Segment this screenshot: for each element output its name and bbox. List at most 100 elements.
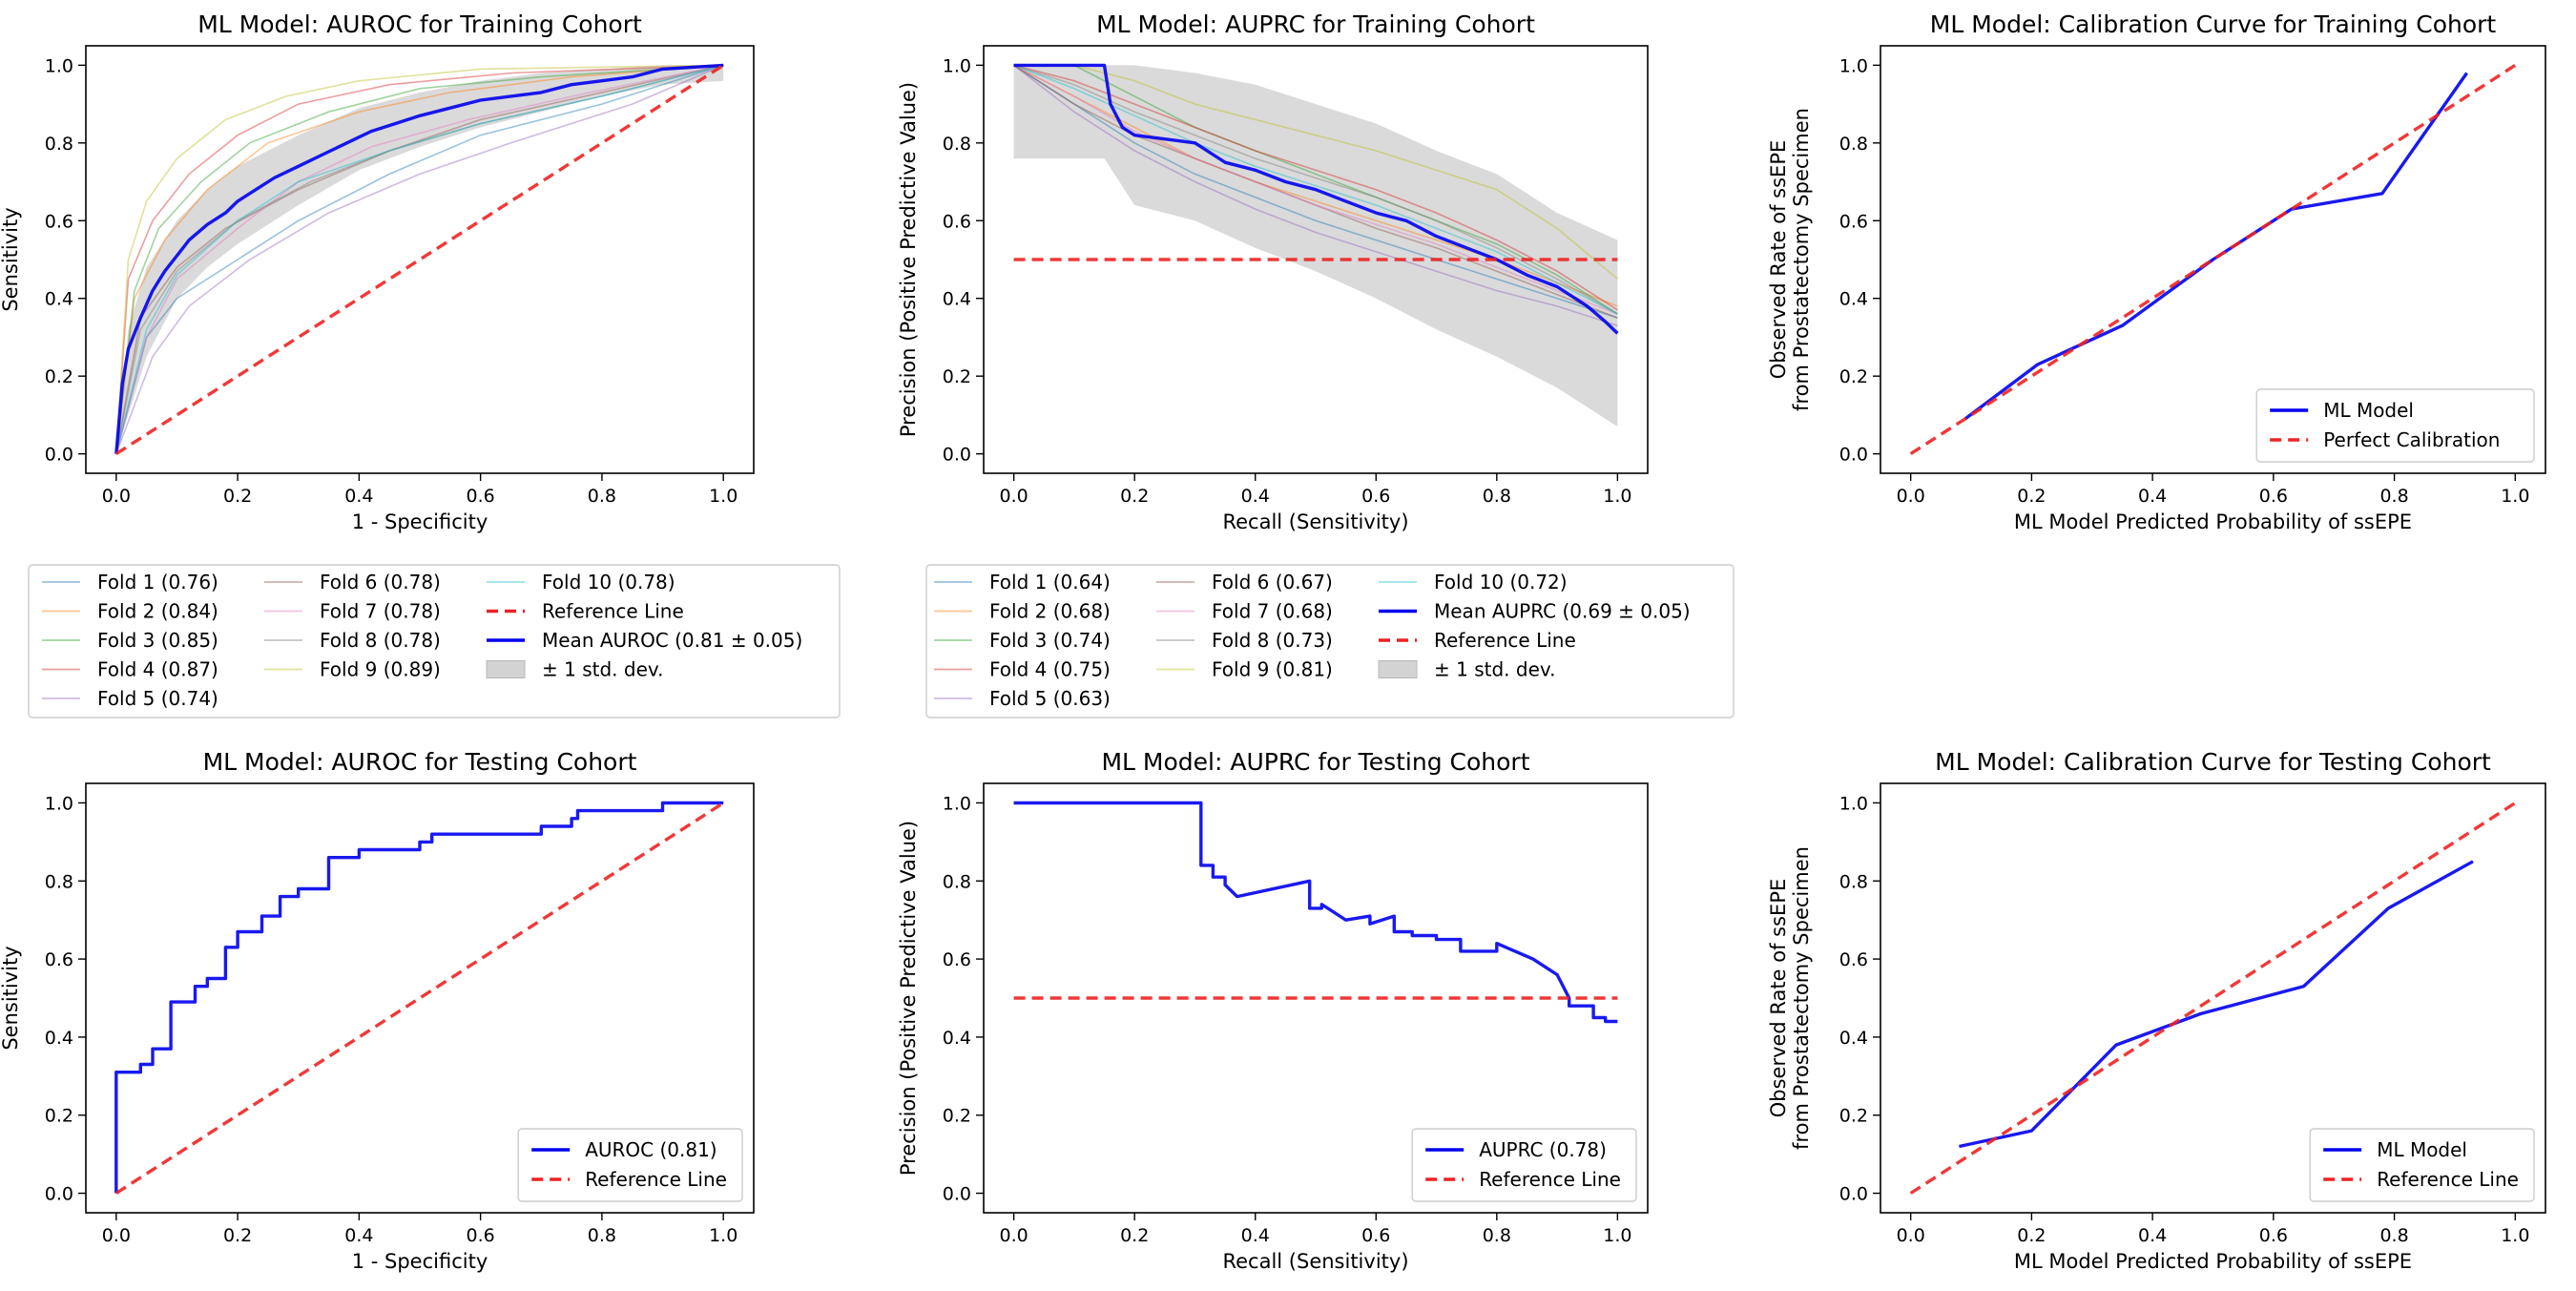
y-tick-label: 0.0 [1839,1184,1868,1205]
legend-label: Fold 1 (0.76) [97,571,218,593]
x-axis-label: 1 - Specificity [352,510,488,533]
y-tick-label: 0.0 [943,1184,971,1205]
legend-item: Fold 3 (0.74) [934,629,1111,652]
legend-item: Perfect Calibration [2270,428,2500,451]
legend-label: AUPRC (0.78) [1479,1138,1607,1161]
legend-item: ± 1 std. dev. [486,658,664,681]
plot-area [114,801,725,1195]
plot-area [114,63,725,456]
panel-roc-test: ML Model: AUROC for Testing Cohort 0.0 0.2… [0,748,755,1273]
legend-label: Fold 10 (0.78) [542,571,675,593]
fold-line-fold-5-0-74 [115,64,724,454]
legend-label: Fold 2 (0.84) [97,600,218,623]
legend-item: Reference Line [1425,1168,1621,1191]
x-axis-label: ML Model Predicted Probability of ssEPE [2014,510,2412,533]
legend: ML Model Perfect Calibration [2255,388,2535,463]
x-tick-label: 0.8 [1483,486,1511,507]
legend-label: Fold 3 (0.74) [989,629,1111,652]
legend-label: Reference Line [1479,1168,1621,1191]
x-tick-label: 0.0 [102,486,131,507]
legend-label: Fold 3 (0.85) [97,629,218,652]
x-axis-label: ML Model Predicted Probability of ssEPE [2014,1250,2412,1273]
legend-item: ML Model [2323,1138,2467,1161]
fold-line-fold-2-0-68 [1013,64,1618,307]
axes-frame [1880,782,2546,1214]
legend: ML Model Reference Line [2309,1128,2535,1202]
legend-label: Fold 9 (0.89) [320,658,441,681]
x-tick-label: 0.0 [1897,486,1925,507]
y-tick-label: 0.4 [943,1028,971,1049]
x-tick-label: 0.4 [1241,486,1270,507]
legend-box [925,564,1735,718]
fold-line-fold-6-0-78 [115,64,724,454]
y-tick-label: 0.2 [1839,1106,1868,1127]
x-tick-label: 1.0 [2501,486,2529,507]
legend-item: Fold 8 (0.78) [264,629,441,652]
legend-box [517,1128,743,1202]
x-axis-label: Recall (Sensitivity) [1222,1250,1408,1273]
legend-label: Fold 4 (0.87) [97,658,218,681]
y-tick-label: 0.0 [45,445,73,466]
legend-item: Fold 7 (0.78) [264,600,441,623]
x-tick-label: 0.4 [344,486,373,507]
plot-area [1013,63,1619,427]
x-axis-label: 1 - Specificity [352,1250,488,1273]
chart-title: ML Model: AUPRC for Training Cohort [1096,10,1535,38]
legend-label: Fold 5 (0.74) [97,687,218,710]
y-axis-label: from Prostatectomy Specimen [1790,108,1813,411]
legend-label: Fold 1 (0.64) [989,571,1111,593]
x-tick-label: 0.2 [1120,1225,1149,1246]
y-tick-label: 0.6 [45,949,73,970]
y-tick-label: 0.4 [45,289,73,310]
axes-frame [983,45,1649,474]
legend-label: ± 1 std. dev. [542,658,664,681]
ticks: 0.0 0.2 0.4 0.6 0.8 1.0 0.0 0.2 0.4 0.6 0.8 1.0 [45,55,738,507]
y-axis-label: Observed Rate of ssEPE [1767,879,1790,1118]
legend-label: ± 1 std. dev. [1434,658,1556,681]
ticks: 0.0 0.2 0.4 0.6 0.8 1.0 0.0 0.2 0.4 0.6 0.8 1.0 [1839,55,2530,507]
x-tick-label: 1.0 [1603,1225,1631,1246]
legend: AUROC (0.81) Reference Line [517,1128,743,1202]
legend-box [28,564,841,718]
legend-item: Fold 3 (0.85) [42,629,218,652]
x-tick-label: 0.6 [2259,486,2288,507]
y-tick-label: 0.8 [1839,871,1868,892]
legend-label: Fold 7 (0.68) [1212,600,1333,623]
y-tick-label: 1.0 [943,793,971,814]
legend-item: Reference Line [531,1168,727,1191]
y-tick-label: 0.0 [943,445,971,466]
legend-box [2309,1128,2535,1202]
legend-label: Perfect Calibration [2323,428,2500,451]
legend-label: Fold 10 (0.72) [1434,571,1568,593]
fold-line-fold-6-0-67 [1013,64,1618,319]
fold-line-fold-1-0-64 [1013,64,1618,319]
y-tick-label: 0.8 [45,871,73,892]
legend-label: Reference Line [2377,1168,2519,1191]
fold-line-fold-4-0-87 [115,64,724,454]
chart-title: ML Model: Calibration Curve for Training… [1930,10,2497,38]
x-tick-label: 1.0 [1603,486,1631,507]
legend-item: Fold 4 (0.87) [42,658,218,681]
legend-item: Fold 6 (0.78) [264,571,441,593]
y-tick-label: 0.8 [943,134,971,155]
legend-item: Fold 4 (0.75) [934,658,1111,681]
main-line-auroc-0-81 [114,801,724,1194]
legend-item: Fold 5 (0.63) [934,687,1111,710]
x-tick-label: 0.0 [102,1225,131,1246]
y-tick-label: 1.0 [45,793,73,814]
fold-line-fold-7-0-68 [1013,64,1618,315]
y-tick-label: 0.8 [45,134,73,155]
fold-line-fold-9-0-89 [115,64,724,454]
y-axis-label: Sensitivity [0,946,22,1050]
legend-item: Fold 9 (0.89) [264,658,441,681]
legend-label: Fold 2 (0.68) [989,600,1111,623]
chart-title: ML Model: AUROC for Training Cohort [197,10,642,38]
panel-prc-train: ML Model: AUPRC for Training Cohort 0.0 0.… [897,10,1735,718]
x-tick-label: 0.6 [1361,1225,1390,1246]
y-tick-label: 0.2 [943,1106,971,1127]
legend-label: Fold 6 (0.67) [1212,571,1333,593]
legend-label: Fold 6 (0.78) [320,571,441,593]
axes-frame [983,782,1649,1214]
main-line-ml-model [1963,72,2468,421]
